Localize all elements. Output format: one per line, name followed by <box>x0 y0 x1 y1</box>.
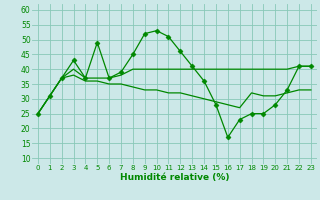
X-axis label: Humidité relative (%): Humidité relative (%) <box>120 173 229 182</box>
